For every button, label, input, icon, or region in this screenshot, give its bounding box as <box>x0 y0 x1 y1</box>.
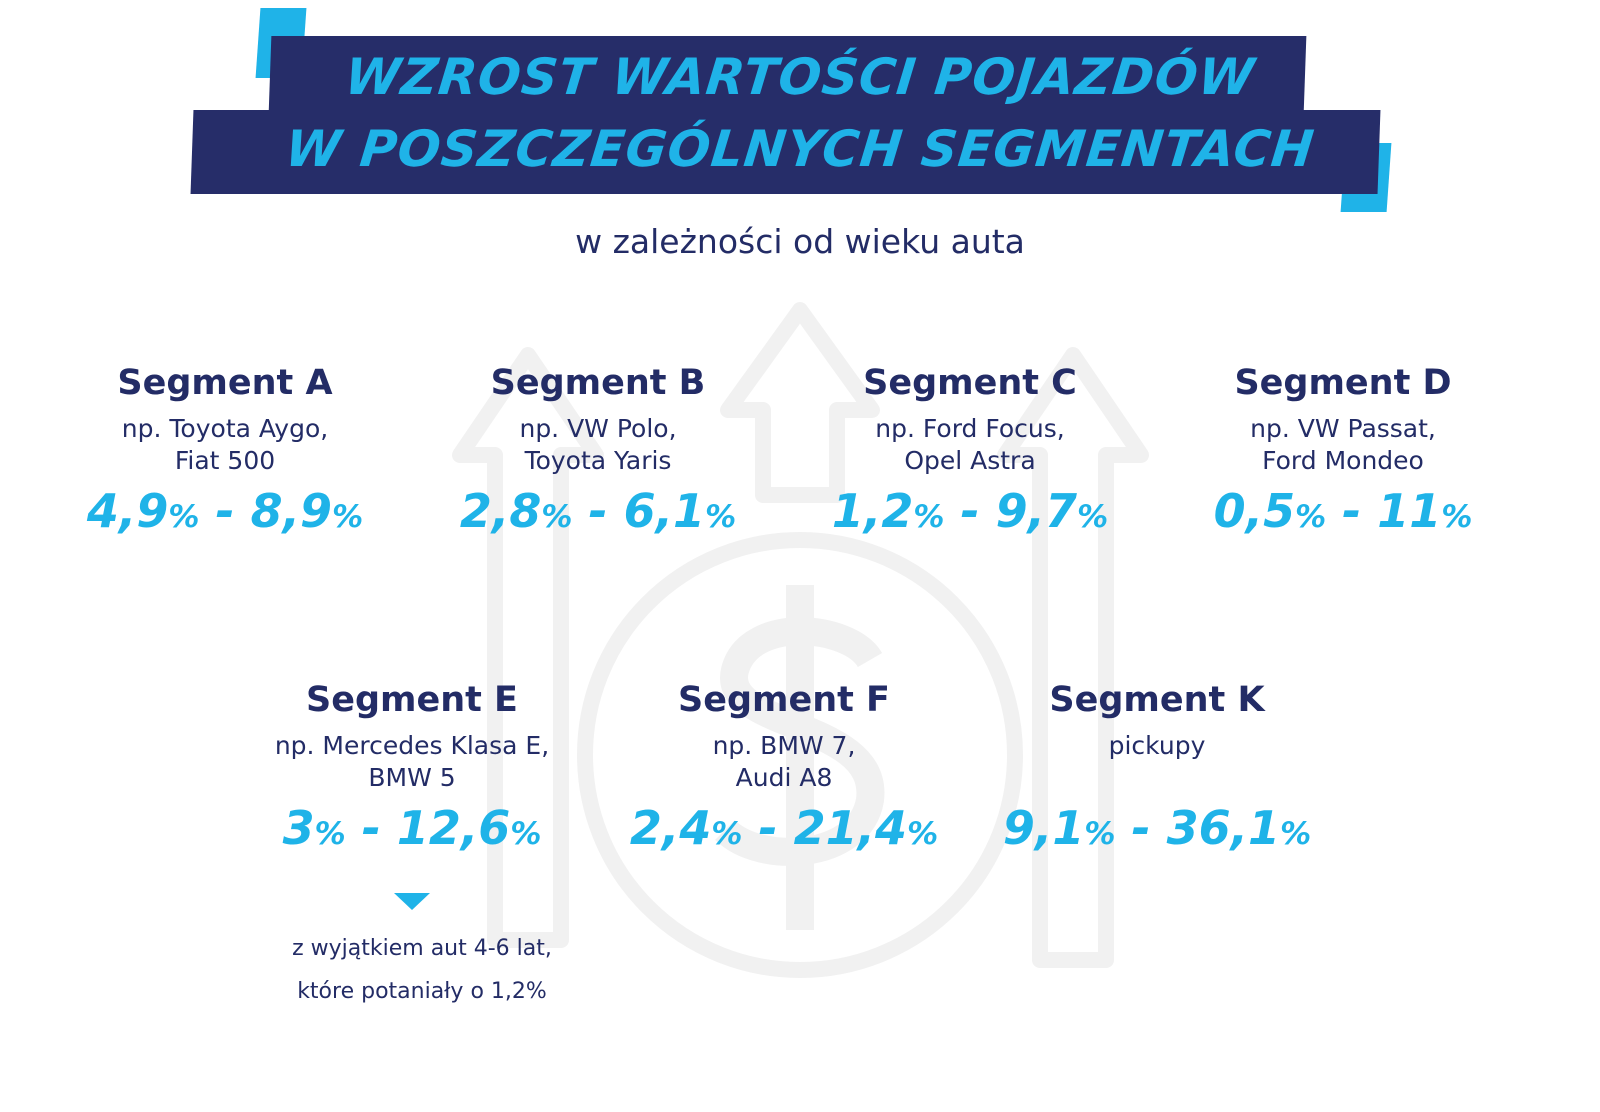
range-unit: % <box>332 499 364 535</box>
segment-example-line: Fiat 500 <box>174 446 276 475</box>
segment-examples: pickupy <box>947 730 1367 800</box>
segment-title: Segment F <box>678 680 890 720</box>
range-unit: % <box>711 816 743 852</box>
segment-card: Segment A np. Toyota Aygo, Fiat 500 4,9% … <box>15 357 435 545</box>
range-from: 0,5 <box>1213 484 1296 538</box>
range-separator: - <box>742 801 794 855</box>
segment-examples: np. Mercedes Klasa E, BMW 5 <box>202 730 622 800</box>
arrow-up-icon <box>997 347 1149 968</box>
segment-value-range: 4,9% - 8,9% <box>15 483 435 545</box>
title-line-1: WZROST WARTOŚCI POJAZDÓW <box>342 48 1258 106</box>
subtitle: w zależności od wieku auta <box>575 222 1025 261</box>
triangle-down-icon <box>394 893 430 910</box>
segment-example-line: np. BMW 7, <box>712 731 856 760</box>
segment-value-range: 9,1% - 36,1% <box>947 800 1367 862</box>
range-separator: - <box>345 801 397 855</box>
segment-examples: np. VW Passat, Ford Mondeo <box>1133 413 1553 483</box>
dollar-coin-icon <box>577 532 1023 978</box>
segment-card: Segment C np. Ford Focus, Opel Astra 1,2%… <box>760 357 1180 545</box>
segment-card: Segment B np. VW Polo, Toyota Yaris 2,8% … <box>388 357 808 545</box>
segment-example-line: BMW 5 <box>368 763 456 792</box>
segment-card: Segment K pickupy 9,1% - 36,1% <box>947 674 1367 862</box>
range-to: 36,1 <box>1166 801 1281 855</box>
segment-example-line: Audi A8 <box>735 763 833 792</box>
range-unit: % <box>168 499 200 535</box>
range-unit: % <box>705 499 737 535</box>
range-unit: % <box>1280 816 1312 852</box>
range-unit: % <box>541 499 573 535</box>
segment-title: Segment K <box>1049 680 1265 720</box>
range-unit: % <box>1441 499 1473 535</box>
segment-example-line: np. Mercedes Klasa E, <box>274 731 550 760</box>
range-to: 11 <box>1377 484 1442 538</box>
segment-example-line: Toyota Yaris <box>524 446 672 475</box>
title-line-2: W POSZCZEGÓLNYCH SEGMENTACH <box>282 120 1318 178</box>
segment-example-line: Opel Astra <box>904 446 1036 475</box>
range-unit: % <box>907 816 939 852</box>
range-separator: - <box>1326 484 1378 538</box>
range-from: 2,8 <box>459 484 542 538</box>
range-separator: - <box>572 484 624 538</box>
range-to: 9,7 <box>995 484 1078 538</box>
segment-example-line: Ford Mondeo <box>1262 446 1424 475</box>
segment-example-line: np. Ford Focus, <box>875 414 1065 443</box>
range-to: 21,4 <box>793 801 908 855</box>
segment-value-range: 2,4% - 21,4% <box>574 800 994 862</box>
segment-card: Segment F np. BMW 7, Audi A8 2,4% - 21,4% <box>574 674 994 862</box>
segment-example-line: np. Toyota Aygo, <box>121 414 329 443</box>
segment-title: Segment E <box>306 680 518 720</box>
range-from: 9,1 <box>1002 801 1085 855</box>
segment-title: Segment A <box>117 363 333 403</box>
segment-example-line: pickupy <box>1108 731 1206 760</box>
range-from: 4,9 <box>86 484 169 538</box>
segment-examples: np. BMW 7, Audi A8 <box>574 730 994 800</box>
segment-card: Segment E np. Mercedes Klasa E, BMW 5 3% … <box>202 674 622 862</box>
segment-value-range: 3% - 12,6% <box>202 800 622 862</box>
segment-value-range: 0,5% - 11% <box>1133 483 1553 545</box>
segment-examples: np. Toyota Aygo, Fiat 500 <box>15 413 435 483</box>
range-unit: % <box>913 499 945 535</box>
segment-title: Segment C <box>863 363 1077 403</box>
segment-examples: np. VW Polo, Toyota Yaris <box>388 413 808 483</box>
segment-example-line: np. VW Passat, <box>1250 414 1436 443</box>
range-separator: - <box>199 484 251 538</box>
note-line-1: z wyjątkiem aut 4-6 lat, <box>292 936 552 961</box>
range-unit: % <box>1084 816 1116 852</box>
segment-examples: np. Ford Focus, Opel Astra <box>760 413 1180 483</box>
range-to: 8,9 <box>250 484 333 538</box>
note-line-2: które potaniały o 1,2% <box>297 979 547 1004</box>
segment-e-note: z wyjątkiem aut 4-6 lat, które potaniały… <box>212 927 632 1013</box>
range-separator: - <box>944 484 996 538</box>
range-from: 3 <box>282 801 315 855</box>
segment-title: Segment B <box>490 363 706 403</box>
range-from: 2,4 <box>629 801 712 855</box>
range-unit: % <box>1077 499 1109 535</box>
arrow-up-icon <box>720 302 880 503</box>
range-unit: % <box>1295 499 1327 535</box>
range-unit: % <box>510 816 542 852</box>
segment-example-line: np. VW Polo, <box>519 414 677 443</box>
range-from: 1,2 <box>831 484 914 538</box>
range-to: 12,6 <box>396 801 511 855</box>
segment-card: Segment D np. VW Passat, Ford Mondeo 0,5%… <box>1133 357 1553 545</box>
range-to: 6,1 <box>623 484 706 538</box>
range-unit: % <box>314 816 346 852</box>
segment-value-range: 1,2% - 9,7% <box>760 483 1180 545</box>
range-separator: - <box>1115 801 1167 855</box>
dollar-sign-icon <box>715 585 885 930</box>
segment-title: Segment D <box>1234 363 1452 403</box>
segment-value-range: 2,8% - 6,1% <box>388 483 808 545</box>
arrow-up-icon <box>452 347 604 948</box>
